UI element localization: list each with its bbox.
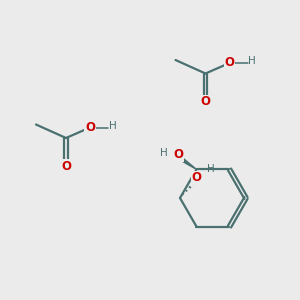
Text: O: O (224, 56, 235, 70)
Text: H: H (109, 121, 116, 131)
Text: O: O (200, 95, 211, 109)
Text: H: H (207, 164, 215, 175)
Text: H: H (248, 56, 256, 67)
Polygon shape (176, 154, 196, 170)
Text: H: H (160, 148, 167, 158)
Text: O: O (173, 148, 184, 161)
Text: O: O (61, 160, 71, 173)
Text: O: O (191, 171, 202, 184)
Text: O: O (85, 121, 95, 134)
